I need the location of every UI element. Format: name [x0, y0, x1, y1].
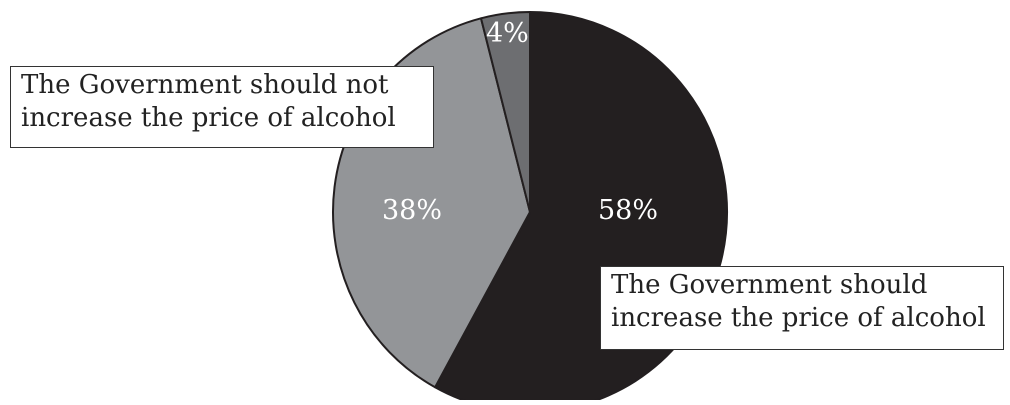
callout-increase: The Government should increase the price…: [600, 266, 1004, 350]
slice-label-other: 4%: [486, 18, 529, 49]
callout-not-increase-line1: The Government should not: [21, 70, 389, 100]
callout-increase-line2: increase the price of alcohol: [611, 302, 986, 333]
callout-increase-line1: The Government should: [611, 270, 928, 300]
callout-not-increase: The Government should not increase the p…: [10, 66, 434, 148]
slice-label-increase: 58%: [598, 195, 659, 226]
slice-label-not-increase: 38%: [382, 195, 443, 226]
slice-other: [480, 11, 531, 213]
callout-not-increase-line2: increase the price of alcohol: [21, 102, 396, 133]
